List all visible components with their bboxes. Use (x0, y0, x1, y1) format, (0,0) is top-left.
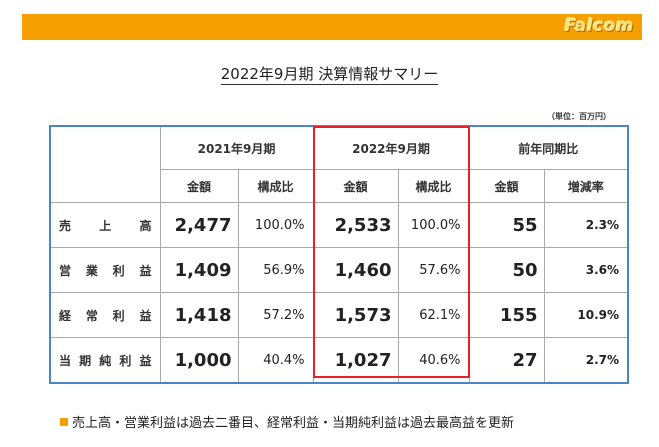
row-label-sales: 売 上 高 (49, 202, 161, 248)
cell-amount-2022: 1,573 (312, 292, 399, 338)
table-row: 営 業 利 益 1,409 56.9% 1,460 57.6% 50 3.6% (49, 247, 629, 293)
cell-amount-2022: 2,533 (312, 202, 399, 248)
summary-note: 売上高・営業利益は過去二番目、経常利益・当期純利益は過去最高益を更新 (60, 412, 514, 431)
cell-amount-2021: 1,409 (159, 247, 239, 293)
subheader-ratio-2021: 構成比 (237, 169, 314, 203)
subheader-amount-2022: 金額 (312, 169, 399, 203)
cell-amount-2022: 1,460 (312, 247, 399, 293)
subheader-amount-2021: 金額 (159, 169, 239, 203)
table-row: 当 期 純 利 益 1,000 40.4% 1,027 40.6% 27 2.7… (49, 337, 629, 384)
cell-amount-2021: 1,000 (159, 337, 239, 384)
cell-amount-2021: 1,418 (159, 292, 239, 338)
cell-amount-yoy: 155 (468, 292, 545, 338)
corner-cell (49, 125, 161, 203)
cell-amount-2022: 1,027 (312, 337, 399, 384)
summary-table: 2021年9月期 2022年9月期 前年同期比 金額 構成比 金額 構成比 金額… (49, 125, 630, 384)
subheader-ratio-2022: 構成比 (397, 169, 470, 203)
header-yoy: 前年同期比 (468, 125, 629, 170)
cell-rate-yoy: 10.9% (543, 292, 629, 338)
cell-amount-2021: 2,477 (159, 202, 239, 248)
table-row: 経 常 利 益 1,418 57.2% 1,573 62.1% 155 10.9… (49, 292, 629, 338)
subheader-rate-yoy: 増減率 (543, 169, 629, 203)
cell-amount-yoy: 50 (468, 247, 545, 293)
cell-ratio-2022: 40.6% (397, 337, 470, 384)
cell-rate-yoy: 2.7% (543, 337, 629, 384)
cell-ratio-2022: 57.6% (397, 247, 470, 293)
header-2022: 2022年9月期 (312, 125, 470, 170)
table-row: 売 上 高 2,477 100.0% 2,533 100.0% 55 2.3% (49, 202, 629, 248)
header-bar: Falcom (22, 14, 642, 40)
cell-rate-yoy: 2.3% (543, 202, 629, 248)
cell-ratio-2022: 100.0% (397, 202, 470, 248)
cell-amount-yoy: 27 (468, 337, 545, 384)
cell-ratio-2021: 57.2% (237, 292, 314, 338)
page-title: 2022年9月期 決算情報サマリー (220, 65, 439, 85)
cell-rate-yoy: 3.6% (543, 247, 629, 293)
subheader-amount-yoy: 金額 (468, 169, 545, 203)
row-label-net-income: 当 期 純 利 益 (49, 337, 161, 384)
cell-ratio-2021: 100.0% (237, 202, 314, 248)
bullet-square-icon (60, 418, 68, 426)
cell-amount-yoy: 55 (468, 202, 545, 248)
row-label-ordinary-income: 経 常 利 益 (49, 292, 161, 338)
cell-ratio-2021: 40.4% (237, 337, 314, 384)
cell-ratio-2021: 56.9% (237, 247, 314, 293)
falcom-logo: Falcom (564, 16, 634, 36)
cell-ratio-2022: 62.1% (397, 292, 470, 338)
row-label-operating-income: 営 業 利 益 (49, 247, 161, 293)
unit-note: （単位：百万円） (547, 112, 611, 121)
header-2021: 2021年9月期 (159, 125, 314, 170)
